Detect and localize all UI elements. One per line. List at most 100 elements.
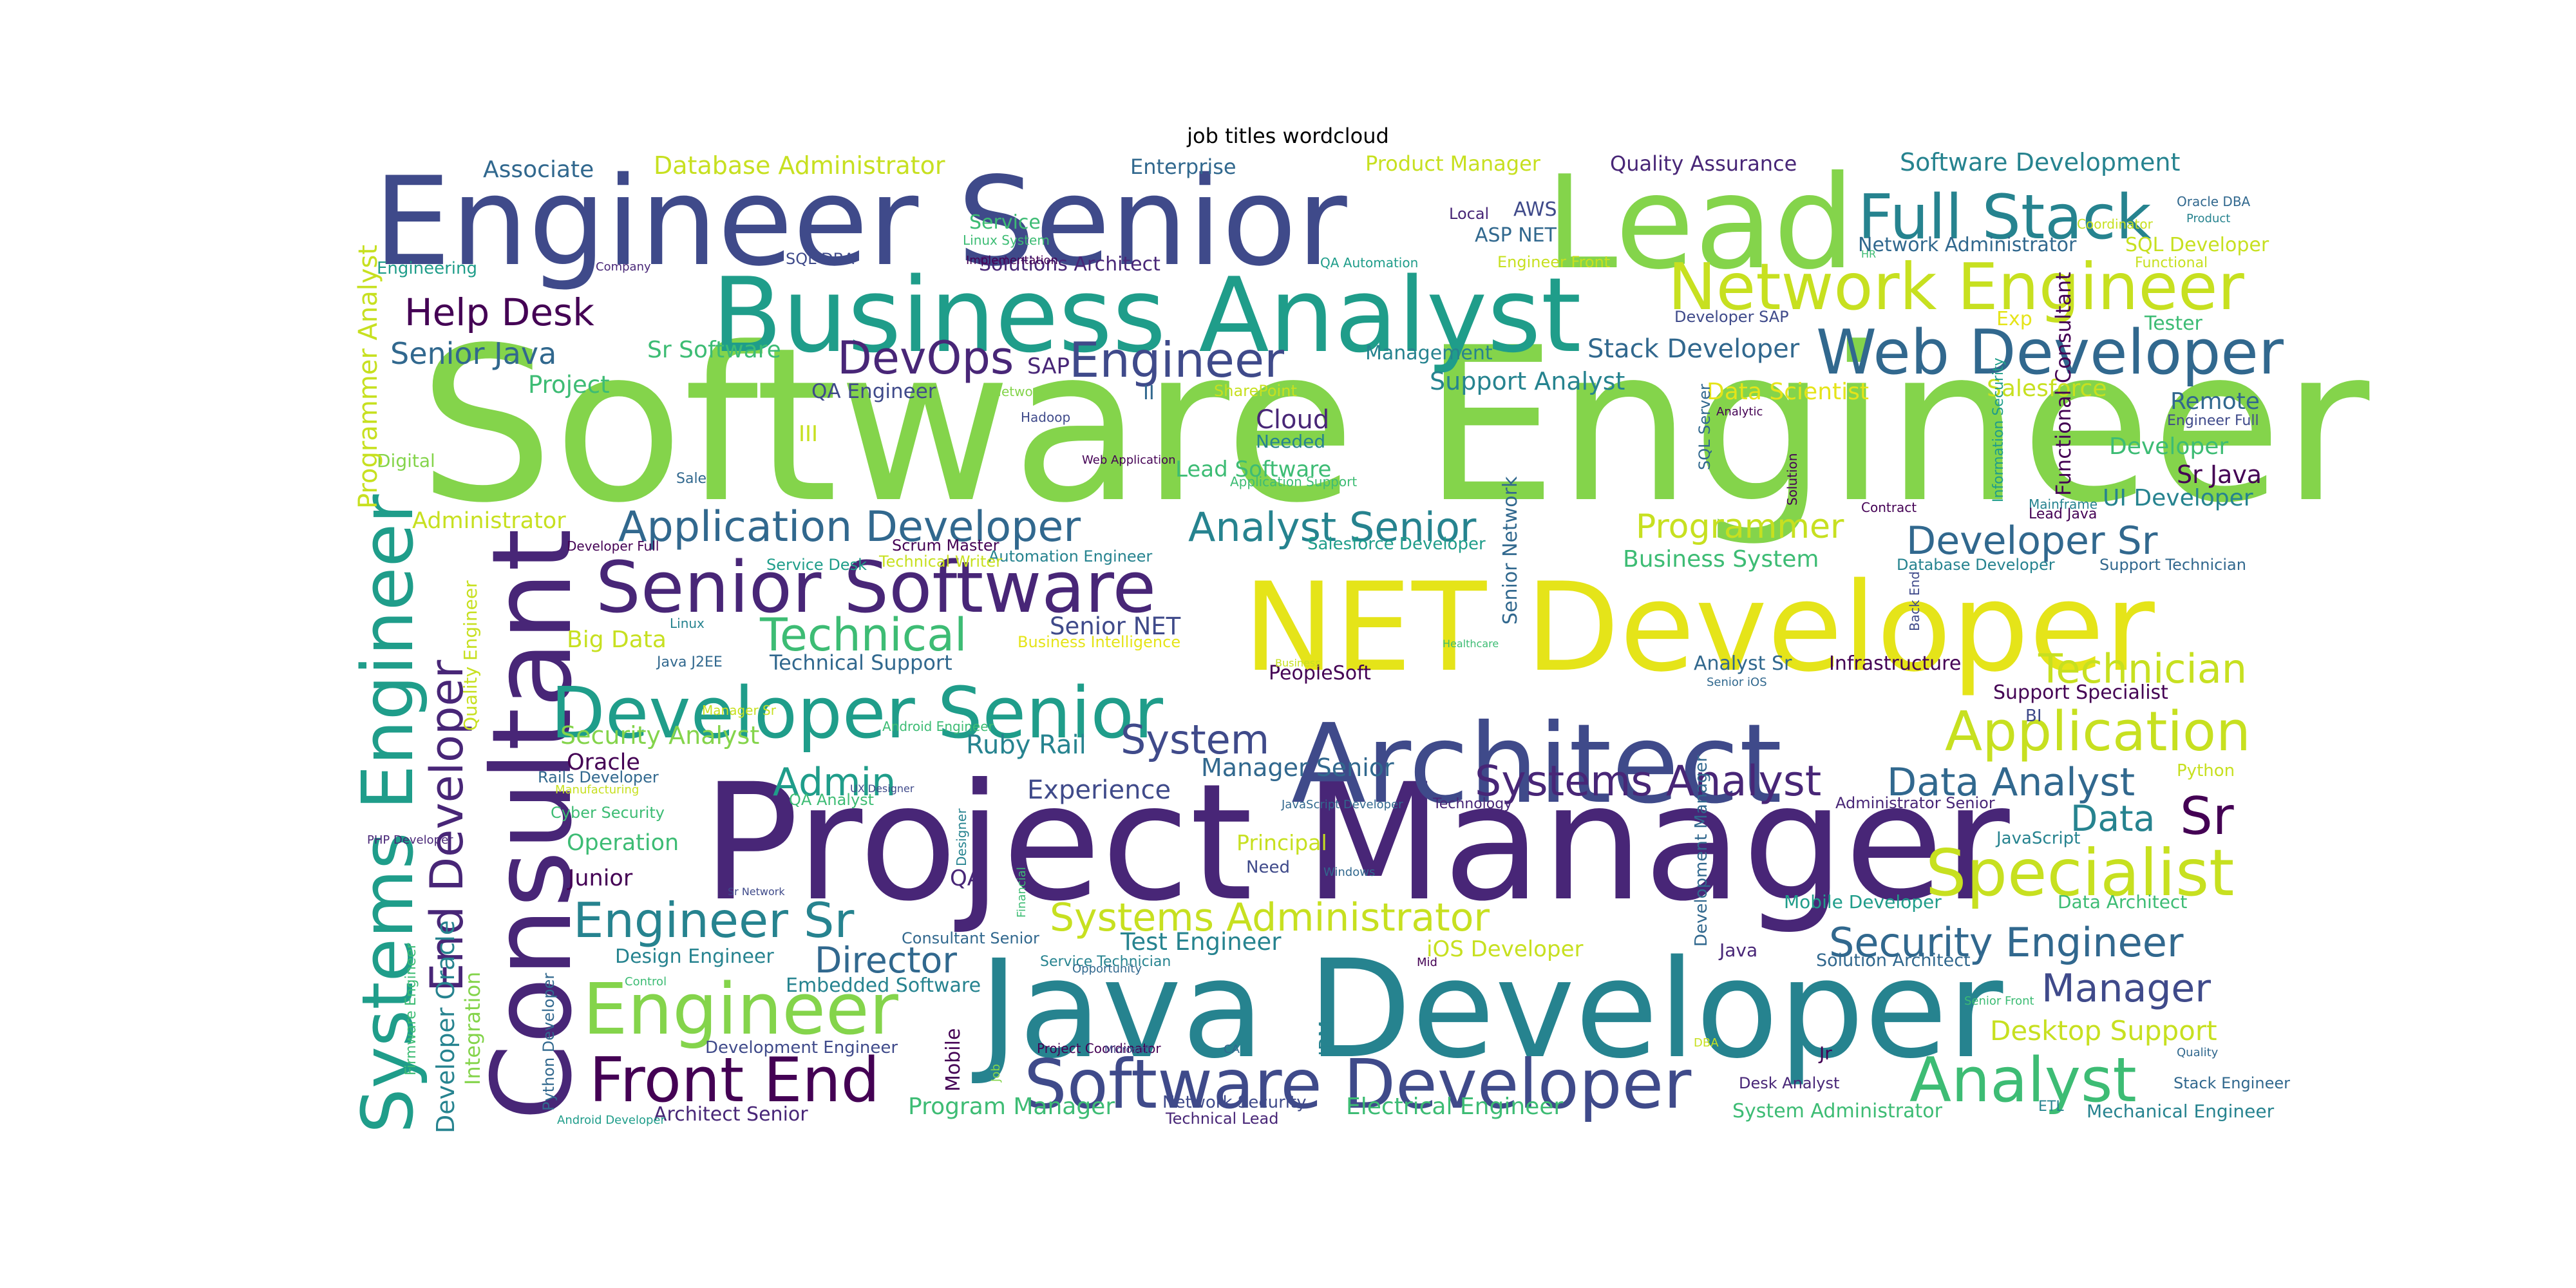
word-developer-senior: Developer Senior (551, 672, 1164, 754)
word-consultant: Consultant (469, 529, 596, 1121)
word-technical-writer: Technical Writer (878, 553, 1002, 571)
word-tester: Tester (2144, 312, 2203, 335)
word-opportunity: Opportunity (1072, 962, 1142, 976)
word-network-engineer: Network Engineer (1668, 249, 2245, 325)
word-technical: Technical (759, 609, 967, 661)
word-senior-network: Senior Network (1499, 476, 1522, 625)
word-programmer-analyst: Programmer Analyst (354, 245, 383, 509)
word-network-security: Network Security (1162, 1093, 1307, 1112)
word-sale: Sale (676, 471, 706, 487)
word-design-engineer: Design Engineer (615, 945, 774, 968)
word-project-coordinator: Project Coordinator (1037, 1041, 1161, 1056)
word-java: Java (1718, 940, 1757, 961)
word-developer-sap: Developer SAP (1674, 308, 1789, 326)
word-analyst-sr: Analyst Sr (1694, 652, 1792, 675)
word-bi: BI (2025, 706, 2042, 726)
word-senior-net: Senior NET (1050, 612, 1181, 640)
word-mobile-developer: Mobile Developer (1784, 891, 1942, 913)
word-php-developer: PHP Developer (367, 833, 453, 847)
word-qa: QA (950, 866, 982, 891)
word-lead-software: Lead Software (1175, 457, 1331, 482)
word-associate: Associate (483, 156, 594, 183)
word-qa-automation: QA Automation (1320, 255, 1418, 270)
word-solution-architect: Solution Architect (1816, 951, 1971, 971)
word-windows: Windows (1323, 866, 1375, 879)
word-digital: Digital (377, 450, 435, 471)
word-front-end: Front End (589, 1045, 880, 1116)
word-network: Network (992, 384, 1046, 399)
word-sr-software: Sr Software (647, 337, 781, 363)
word-dba: DBA (1694, 1036, 1719, 1050)
word-lead-java: Lead Java (2029, 506, 2097, 522)
word-experience: Experience (1027, 775, 1171, 805)
word-local: Local (1449, 205, 1489, 223)
word-service-desk: Service Desk (766, 556, 867, 574)
word-service: Service (969, 211, 1041, 234)
word-product-manager: Product Manager (1365, 151, 1541, 176)
word-software-developer: Software Developer (1024, 1045, 1692, 1124)
word-desk-analyst: Desk Analyst (1739, 1074, 1839, 1092)
word-big-data: Big Data (567, 627, 667, 653)
word-ca: CA (1224, 1043, 1240, 1056)
word-embedded-software: Embedded Software (786, 974, 981, 997)
word-mechanical-engineer: Mechanical Engineer (2087, 1101, 2275, 1122)
word-database-developer: Database Developer (1897, 556, 2055, 574)
word-manager-sr: Manager Sr (702, 703, 777, 718)
word-android-engineer: Android Engineer (882, 719, 994, 734)
word-hadoop: Hadoop (1021, 410, 1070, 425)
word-programmer: Programmer (1636, 507, 1844, 546)
word-company: Company (596, 260, 651, 274)
word-ux-designer: UX Designer (850, 782, 914, 795)
word-systems-administrator: Systems Administrator (1050, 895, 1490, 940)
word-development-manager: Development Manager (1692, 755, 1711, 947)
chart-title: job titles wordcloud (1187, 124, 1389, 148)
word-senior-java: Senior Java (390, 336, 556, 371)
word-web-developer: Web Developer (1816, 317, 2284, 388)
word-system-administrator: System Administrator (1732, 1100, 1943, 1122)
word-architect-senior: Architect Senior (654, 1103, 808, 1126)
word-business-intelligence: Business Intelligence (1018, 633, 1180, 651)
word-sr-java: Sr Java (2177, 460, 2262, 489)
word-technical-lead: Technical Lead (1165, 1110, 1279, 1128)
word-designer: Designer (954, 808, 969, 866)
word-jr: Jr (1818, 1043, 1832, 1064)
word-operation: Operation (567, 830, 679, 856)
word-coordinator: Coordinator (2077, 216, 2154, 232)
word-director: Director (815, 940, 957, 981)
word-firmware-engineer: Firmware Engineer (403, 942, 419, 1075)
word-application: Application (1945, 700, 2251, 764)
word-oracle: Oracle (567, 750, 640, 775)
word-infrastructure: Infrastructure (1829, 652, 1961, 675)
word-sap: SAP (1027, 354, 1070, 379)
word-mid: Mid (1417, 956, 1437, 969)
word-security-analyst: Security Analyst (560, 721, 759, 750)
word-data-analyst: Data Analyst (1887, 760, 2135, 805)
word-back-end: Back End (1907, 571, 1922, 631)
word-developer: Developer (2109, 433, 2228, 460)
word-data-architect: Data Architect (2058, 891, 2187, 913)
word-support-technician: Support Technician (2099, 556, 2246, 574)
word-net-developer: NET Developer (1243, 556, 2155, 699)
word-technology: Technology (1432, 796, 1512, 812)
word-ios-developer: iOS Developer (1426, 936, 1583, 962)
word-junior: Junior (567, 866, 633, 891)
word-business-system: Business System (1623, 546, 1819, 573)
word-asp-net: ASP NET (1475, 224, 1557, 247)
word-engineer: Engineer (1069, 332, 1284, 388)
word-security-engineer: Security Engineer (1829, 919, 2184, 966)
word-management: Management (1365, 342, 1493, 365)
word-integration: Integration (460, 972, 485, 1085)
word-manager: Manager (2041, 966, 2211, 1011)
word-manager-senior: Manager Senior (1201, 753, 1394, 782)
word-java-j2ee: Java J2EE (656, 654, 723, 670)
word-principal: Principal (1236, 830, 1327, 855)
word-mobile: Mobile (942, 1028, 965, 1092)
word-python-developer: Python Developer (540, 973, 558, 1111)
word-job: Job (989, 1064, 1003, 1083)
word-implementation: Implementation (966, 254, 1058, 267)
word-development-engineer: Development Engineer (705, 1038, 898, 1057)
word-android-developer: Android Developer (557, 1113, 665, 1127)
word-technical-support: Technical Support (769, 650, 952, 675)
word-ruby-rail: Ruby Rail (966, 730, 1086, 760)
